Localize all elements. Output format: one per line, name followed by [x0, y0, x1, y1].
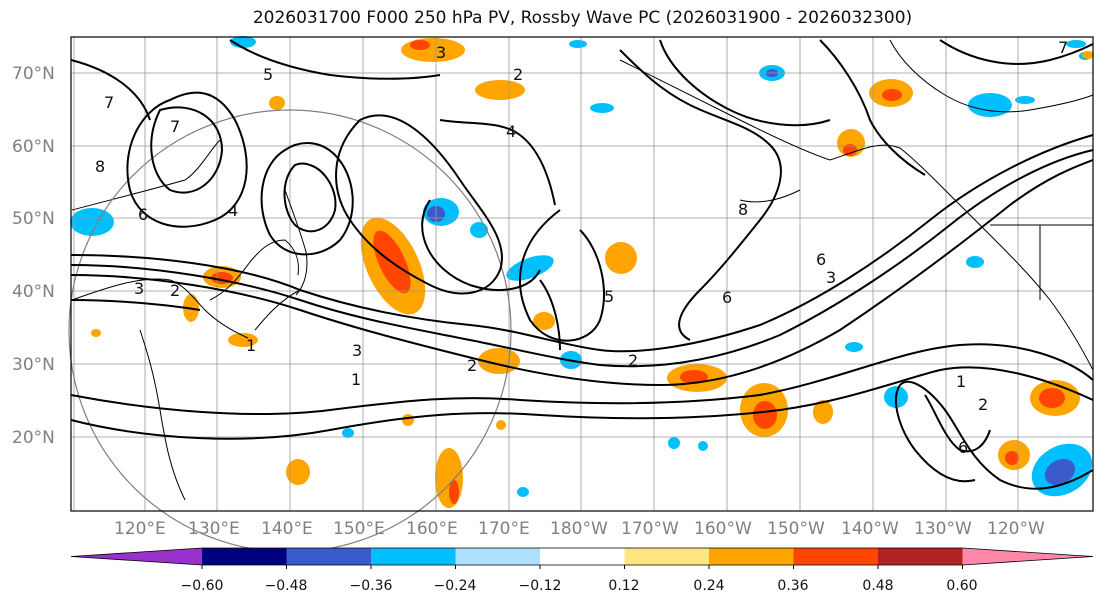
- colorbar-segment: [962, 548, 1093, 565]
- pv-contours: [70, 39, 1094, 490]
- lat-label-30n: 30°N: [12, 355, 55, 375]
- colorbar-segment: [624, 548, 710, 565]
- colorbar-segment: [878, 548, 963, 565]
- lon-label: 170°E: [478, 519, 530, 539]
- colorbar-tick-label: 0.60: [946, 578, 977, 594]
- lon-label: 130°W: [914, 519, 972, 539]
- lat-label-60n: 60°N: [12, 137, 55, 157]
- colorbar-tick-label: −0.24: [434, 578, 477, 594]
- lon-label: 160°W: [694, 519, 752, 539]
- colorbar-segment: [71, 548, 202, 565]
- contour-label: 7: [1058, 38, 1068, 57]
- pv-anomaly-shading: [70, 36, 1094, 508]
- contour-label: 2: [513, 65, 523, 84]
- lon-label: 150°E: [333, 519, 385, 539]
- colorbar-tick-label: 0.24: [693, 578, 724, 594]
- lon-label: 120°W: [987, 519, 1045, 539]
- colorbar-tick-labels: −0.60 −0.48 −0.36 −0.24 −0.12 0.12 0.24 …: [181, 578, 978, 594]
- colorbar-segment: [455, 548, 541, 565]
- colorbar-segment: [540, 548, 625, 565]
- longitude-labels: 120°E 130°E 140°E 150°E 160°E 170°E 180°…: [114, 519, 1045, 539]
- contour-label: 3: [826, 268, 836, 287]
- colorbar-segment: [371, 548, 456, 565]
- contour-label: 3: [352, 341, 362, 360]
- colorbar-segment: [793, 548, 879, 565]
- lon-label: 180°W: [550, 519, 608, 539]
- lon-label: 130°E: [188, 519, 240, 539]
- contour-label: 3: [134, 279, 144, 298]
- contour-label: 7: [104, 93, 114, 112]
- colorbar-segment: [202, 548, 287, 565]
- lon-label: 140°E: [261, 519, 313, 539]
- graticule: [71, 37, 1093, 511]
- contour-label: 6: [958, 438, 968, 457]
- colorbar-segments: [70, 547, 1094, 566]
- contour-label: 6: [138, 205, 148, 224]
- contour-label: 2: [628, 351, 638, 370]
- contour-label: 1: [351, 370, 361, 389]
- contour-label: 2: [170, 281, 180, 300]
- contour-label: 4: [228, 201, 238, 220]
- lon-label: 150°W: [767, 519, 825, 539]
- colorbar-tick-label: −0.48: [265, 578, 308, 594]
- lon-label: 170°W: [621, 519, 679, 539]
- map-frame: [70, 36, 1094, 512]
- contour-label: 6: [722, 288, 732, 307]
- latitude-labels: 70°N 60°N 50°N 40°N 30°N 20°N: [12, 64, 55, 448]
- lat-label-70n: 70°N: [12, 64, 55, 84]
- contour-label: 5: [263, 65, 273, 84]
- contour-label: 4: [506, 122, 516, 141]
- colorbar-segment: [286, 548, 372, 565]
- colorbar-tick-label: 0.12: [608, 578, 639, 594]
- map-title: 2026031700 F000 250 hPa PV, Rossby Wave …: [252, 8, 913, 28]
- contour-label: 2: [467, 356, 477, 375]
- contour-label: 3: [436, 43, 446, 62]
- lat-label-20n: 20°N: [12, 428, 55, 448]
- colorbar-tick-label: 0.48: [862, 578, 893, 594]
- colorbar-segment: [709, 548, 794, 565]
- contour-label: 5: [604, 287, 614, 306]
- lat-label-50n: 50°N: [12, 209, 55, 229]
- lat-label-40n: 40°N: [12, 282, 55, 302]
- lon-label: 160°E: [406, 519, 458, 539]
- colorbar-tick-label: 0.36: [777, 578, 808, 594]
- lon-label: 120°E: [114, 519, 166, 539]
- contour-label: 6: [816, 250, 826, 269]
- colorbar: −0.60 −0.48 −0.36 −0.24 −0.12 0.12 0.24 …: [70, 547, 1094, 594]
- pv-contour-labels: 5 7 7 8 6 4 2 3 1 3 1 2 3 2 4 5 6 6 3 2 …: [95, 38, 1068, 457]
- contour-label: 8: [95, 157, 105, 176]
- colorbar-ticks: [201, 565, 963, 569]
- contour-label: 1: [246, 336, 256, 355]
- contour-label: 1: [956, 372, 966, 391]
- contour-label: 7: [170, 117, 180, 136]
- colorbar-tick-label: −0.60: [181, 578, 224, 594]
- lon-label: 140°W: [841, 519, 899, 539]
- colorbar-tick-label: −0.36: [350, 578, 393, 594]
- colorbar-tick-label: −0.12: [519, 578, 562, 594]
- contour-label: 2: [978, 395, 988, 414]
- contour-label: 8: [738, 200, 748, 219]
